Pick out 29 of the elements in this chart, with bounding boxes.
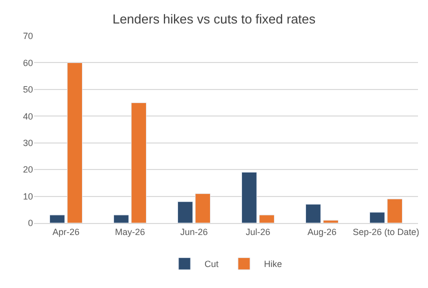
y-tick-label: 30 bbox=[22, 138, 33, 148]
y-tick-label: 10 bbox=[22, 191, 33, 202]
bar bbox=[195, 193, 211, 223]
bar bbox=[305, 204, 321, 223]
x-tick-label: Aug-26 bbox=[307, 226, 337, 237]
x-tick-label: Sep-26 (to Date) bbox=[352, 226, 420, 237]
y-tick-label: 70 bbox=[22, 31, 33, 42]
x-tick-label: Apr-26 bbox=[52, 226, 80, 237]
legend-label: Cut bbox=[204, 259, 220, 270]
y-tick-label: 40 bbox=[22, 111, 33, 122]
bar bbox=[369, 212, 385, 223]
bar bbox=[67, 62, 83, 223]
bar bbox=[259, 214, 275, 223]
bar bbox=[131, 102, 147, 223]
legend-label: Hike bbox=[264, 259, 282, 270]
bar bbox=[113, 214, 129, 223]
y-tick-label: 60 bbox=[22, 58, 33, 68]
x-tick-label: Jun-26 bbox=[180, 226, 208, 237]
x-tick-label: Jul-26 bbox=[246, 226, 270, 237]
y-tick-label: 0 bbox=[28, 218, 33, 228]
bar bbox=[387, 198, 403, 223]
y-tick-label: 20 bbox=[22, 164, 33, 175]
x-tick-label: May-26 bbox=[114, 226, 146, 237]
bar bbox=[323, 220, 339, 223]
y-tick-label: 50 bbox=[22, 84, 33, 95]
bar bbox=[177, 201, 193, 223]
bar bbox=[241, 172, 257, 223]
bar bbox=[49, 214, 65, 223]
chart-title: Lenders hikes vs cuts to fixed rates bbox=[112, 12, 316, 26]
